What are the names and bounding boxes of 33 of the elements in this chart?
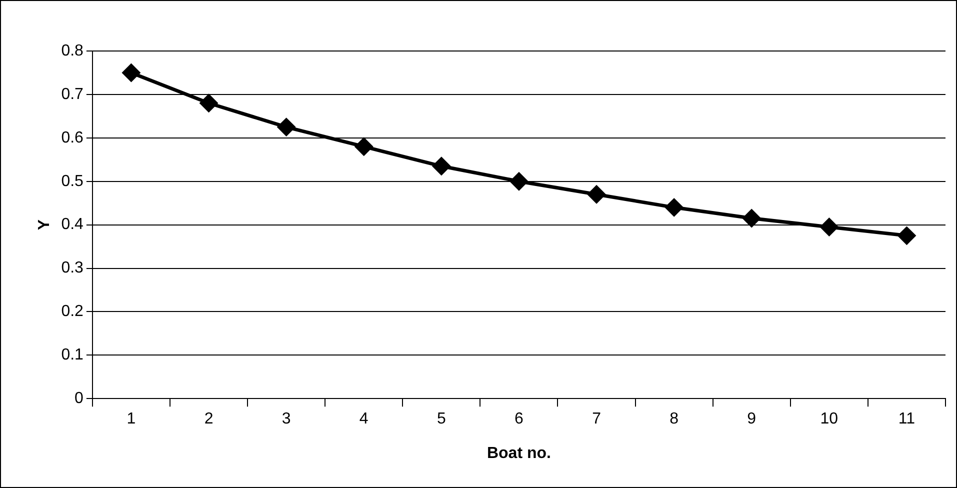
x-tick-label: 3 xyxy=(282,410,291,428)
x-tick-label: 6 xyxy=(514,410,524,428)
y-tick-label: 0.1 xyxy=(61,346,84,364)
x-tick-label: 10 xyxy=(820,410,838,428)
x-axis-title: Boat no. xyxy=(486,444,551,462)
y-tick-label: 0.4 xyxy=(61,216,84,234)
point xyxy=(278,118,296,136)
x-tick-label: 11 xyxy=(898,410,916,428)
point xyxy=(200,94,218,112)
y-tick-label: 0.7 xyxy=(61,86,84,103)
y-axis-title: Y xyxy=(36,219,54,230)
y-tick-label: 0 xyxy=(74,390,84,408)
x-tick-label: 4 xyxy=(359,410,368,428)
point xyxy=(588,186,606,204)
x-tick-label: 5 xyxy=(436,410,446,428)
point xyxy=(355,138,373,156)
y-tick-label: 0.8 xyxy=(61,42,84,60)
x-tick-label: 2 xyxy=(204,410,214,428)
point xyxy=(510,172,528,190)
x-tick-label: 7 xyxy=(592,410,602,428)
y-tick-label: 0.5 xyxy=(61,172,84,190)
y-tick-label: 0.2 xyxy=(61,303,84,320)
y-tick-label: 0.6 xyxy=(61,129,84,146)
x-tick-label: 9 xyxy=(747,410,756,428)
y-tick-label: 0.3 xyxy=(61,260,84,277)
point xyxy=(665,198,683,216)
point xyxy=(742,210,760,228)
point xyxy=(122,64,140,82)
point xyxy=(898,226,916,244)
point xyxy=(820,218,838,236)
x-tick-label: 8 xyxy=(670,410,679,428)
point xyxy=(432,157,450,175)
x-tick-label: 1 xyxy=(126,410,136,428)
